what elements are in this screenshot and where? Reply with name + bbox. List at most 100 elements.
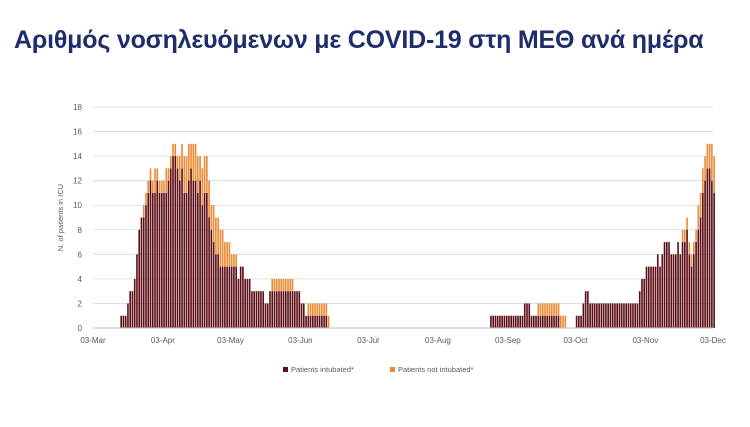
bar-intubated bbox=[253, 291, 256, 328]
y-tick-label: 6 bbox=[78, 250, 83, 259]
bar-intubated bbox=[670, 254, 673, 328]
bar-not-intubated bbox=[708, 143, 711, 169]
bar-intubated bbox=[206, 192, 208, 328]
bar-intubated bbox=[627, 303, 630, 328]
bar-not-intubated bbox=[167, 168, 170, 181]
bar-not-intubated bbox=[235, 254, 237, 267]
bar-not-intubated bbox=[174, 143, 177, 157]
bar-not-intubated bbox=[224, 242, 226, 267]
bar-not-intubated bbox=[555, 303, 558, 316]
bar-intubated bbox=[706, 168, 709, 328]
bar-intubated bbox=[512, 315, 515, 328]
bar-intubated bbox=[302, 303, 305, 328]
y-tick-label: 0 bbox=[78, 324, 83, 333]
bar-intubated bbox=[514, 315, 517, 328]
bar-not-intubated bbox=[690, 254, 693, 267]
bar-intubated bbox=[160, 192, 163, 328]
bar-intubated bbox=[677, 242, 679, 328]
bar-intubated bbox=[490, 315, 492, 328]
bar-not-intubated bbox=[327, 315, 330, 328]
bar-intubated bbox=[629, 303, 632, 328]
bar-intubated bbox=[266, 303, 269, 328]
bar-intubated bbox=[257, 291, 260, 328]
bar-intubated bbox=[596, 303, 598, 328]
bar-intubated bbox=[185, 192, 188, 328]
bar-intubated bbox=[255, 291, 258, 328]
bar-intubated bbox=[634, 303, 637, 328]
bar-not-intubated bbox=[548, 303, 551, 316]
bar-not-intubated bbox=[307, 303, 310, 316]
bar-intubated bbox=[537, 315, 540, 328]
bar-intubated bbox=[659, 266, 661, 328]
bar-intubated bbox=[163, 192, 165, 328]
bar-not-intubated bbox=[544, 303, 546, 316]
bar-not-intubated bbox=[203, 156, 206, 193]
bar-intubated bbox=[496, 315, 499, 328]
bar-not-intubated bbox=[693, 242, 695, 255]
bar-not-intubated bbox=[541, 303, 544, 316]
bar-intubated bbox=[654, 266, 657, 328]
bar-intubated bbox=[535, 315, 537, 328]
bar-intubated bbox=[127, 303, 129, 328]
bar-intubated bbox=[661, 254, 664, 328]
bar-intubated bbox=[307, 315, 310, 328]
bar-not-intubated bbox=[147, 180, 150, 193]
bar-not-intubated bbox=[158, 180, 161, 193]
bar-intubated bbox=[494, 315, 497, 328]
bar-not-intubated bbox=[560, 315, 562, 328]
bar-intubated bbox=[291, 291, 294, 328]
bar-intubated bbox=[314, 315, 316, 328]
bar-intubated bbox=[598, 303, 600, 328]
bar-not-intubated bbox=[228, 242, 231, 267]
bar-not-intubated bbox=[704, 156, 706, 181]
bar-intubated bbox=[616, 303, 618, 328]
x-tick-label: 03-Jul bbox=[357, 336, 379, 345]
bar-not-intubated bbox=[686, 217, 688, 230]
bar-intubated bbox=[618, 303, 621, 328]
bar-intubated bbox=[176, 168, 179, 328]
bar-not-intubated bbox=[165, 168, 168, 193]
bar-not-intubated bbox=[149, 168, 152, 181]
bar-intubated bbox=[501, 315, 504, 328]
bar-intubated bbox=[686, 229, 688, 328]
bar-intubated bbox=[546, 315, 549, 328]
bar-intubated bbox=[208, 217, 210, 328]
bar-intubated bbox=[647, 266, 650, 328]
bar-not-intubated bbox=[156, 168, 159, 181]
y-tick-label: 4 bbox=[78, 275, 83, 284]
bar-intubated bbox=[293, 291, 296, 328]
bar-intubated bbox=[154, 192, 156, 328]
bar-intubated bbox=[492, 315, 494, 328]
bar-intubated bbox=[165, 192, 168, 328]
bar-intubated bbox=[541, 315, 544, 328]
bar-not-intubated bbox=[562, 315, 564, 328]
bar-not-intubated bbox=[318, 303, 321, 316]
legend: Patients intubated* Patients not intubate… bbox=[283, 365, 474, 374]
bar-not-intubated bbox=[713, 156, 715, 193]
bar-intubated bbox=[221, 266, 224, 328]
bar-intubated bbox=[539, 315, 542, 328]
bar-intubated bbox=[643, 278, 646, 328]
bar-intubated bbox=[151, 192, 154, 328]
bar-intubated bbox=[528, 303, 531, 328]
bar-intubated bbox=[582, 303, 585, 328]
x-tick-label: 03-Dec bbox=[700, 336, 726, 345]
bar-not-intubated bbox=[178, 156, 181, 181]
bar-intubated bbox=[149, 180, 152, 328]
bar-intubated bbox=[652, 266, 655, 328]
bar-not-intubated bbox=[546, 303, 549, 316]
bar-intubated bbox=[210, 229, 213, 328]
bar-intubated bbox=[251, 291, 253, 328]
bar-intubated bbox=[188, 180, 190, 328]
bar-intubated bbox=[323, 315, 325, 328]
bar-not-intubated bbox=[321, 303, 323, 316]
bar-intubated bbox=[197, 192, 199, 328]
bar-intubated bbox=[262, 291, 265, 328]
bar-intubated bbox=[614, 303, 616, 328]
y-tick-label: 8 bbox=[78, 226, 83, 235]
bar-intubated bbox=[183, 192, 186, 328]
legend-item-not-intubated: Patients not intubated* bbox=[390, 365, 474, 374]
bar-intubated bbox=[695, 242, 697, 328]
x-tick-label: 03-May bbox=[217, 336, 244, 345]
bar-intubated bbox=[140, 217, 143, 328]
